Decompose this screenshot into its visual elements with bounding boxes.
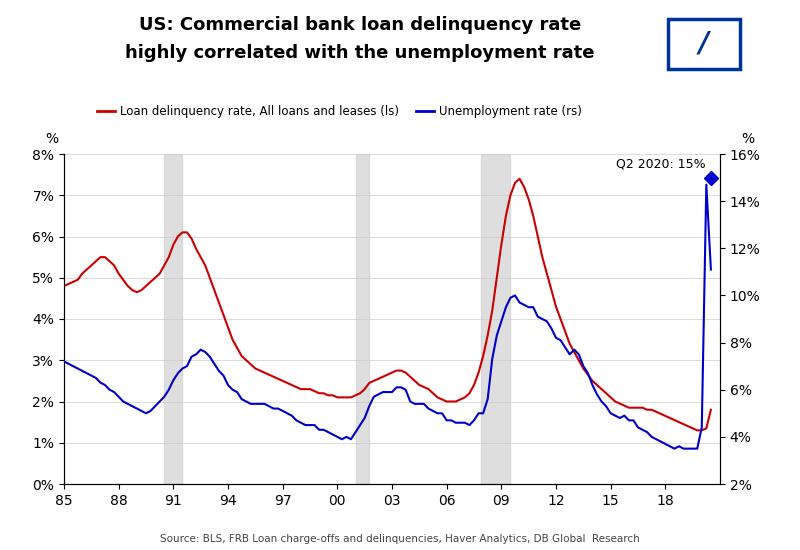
Legend: Loan delinquency rate, All loans and leases (ls), Unemployment rate (rs): Loan delinquency rate, All loans and lea…	[93, 101, 586, 123]
Text: highly correlated with the unemployment rate: highly correlated with the unemployment …	[126, 44, 594, 62]
Text: US: Commercial bank loan delinquency rate: US: Commercial bank loan delinquency rat…	[139, 16, 581, 35]
Text: %: %	[46, 132, 58, 146]
Bar	[164, 154, 182, 484]
Bar	[355, 154, 370, 484]
Text: /: /	[699, 30, 709, 58]
Bar	[482, 154, 510, 484]
Text: Q2 2020: 15%: Q2 2020: 15%	[616, 157, 706, 170]
Text: %: %	[742, 132, 754, 146]
Text: Source: BLS, FRB Loan charge-offs and delinquencies, Haver Analytics, DB Global : Source: BLS, FRB Loan charge-offs and de…	[160, 535, 640, 544]
